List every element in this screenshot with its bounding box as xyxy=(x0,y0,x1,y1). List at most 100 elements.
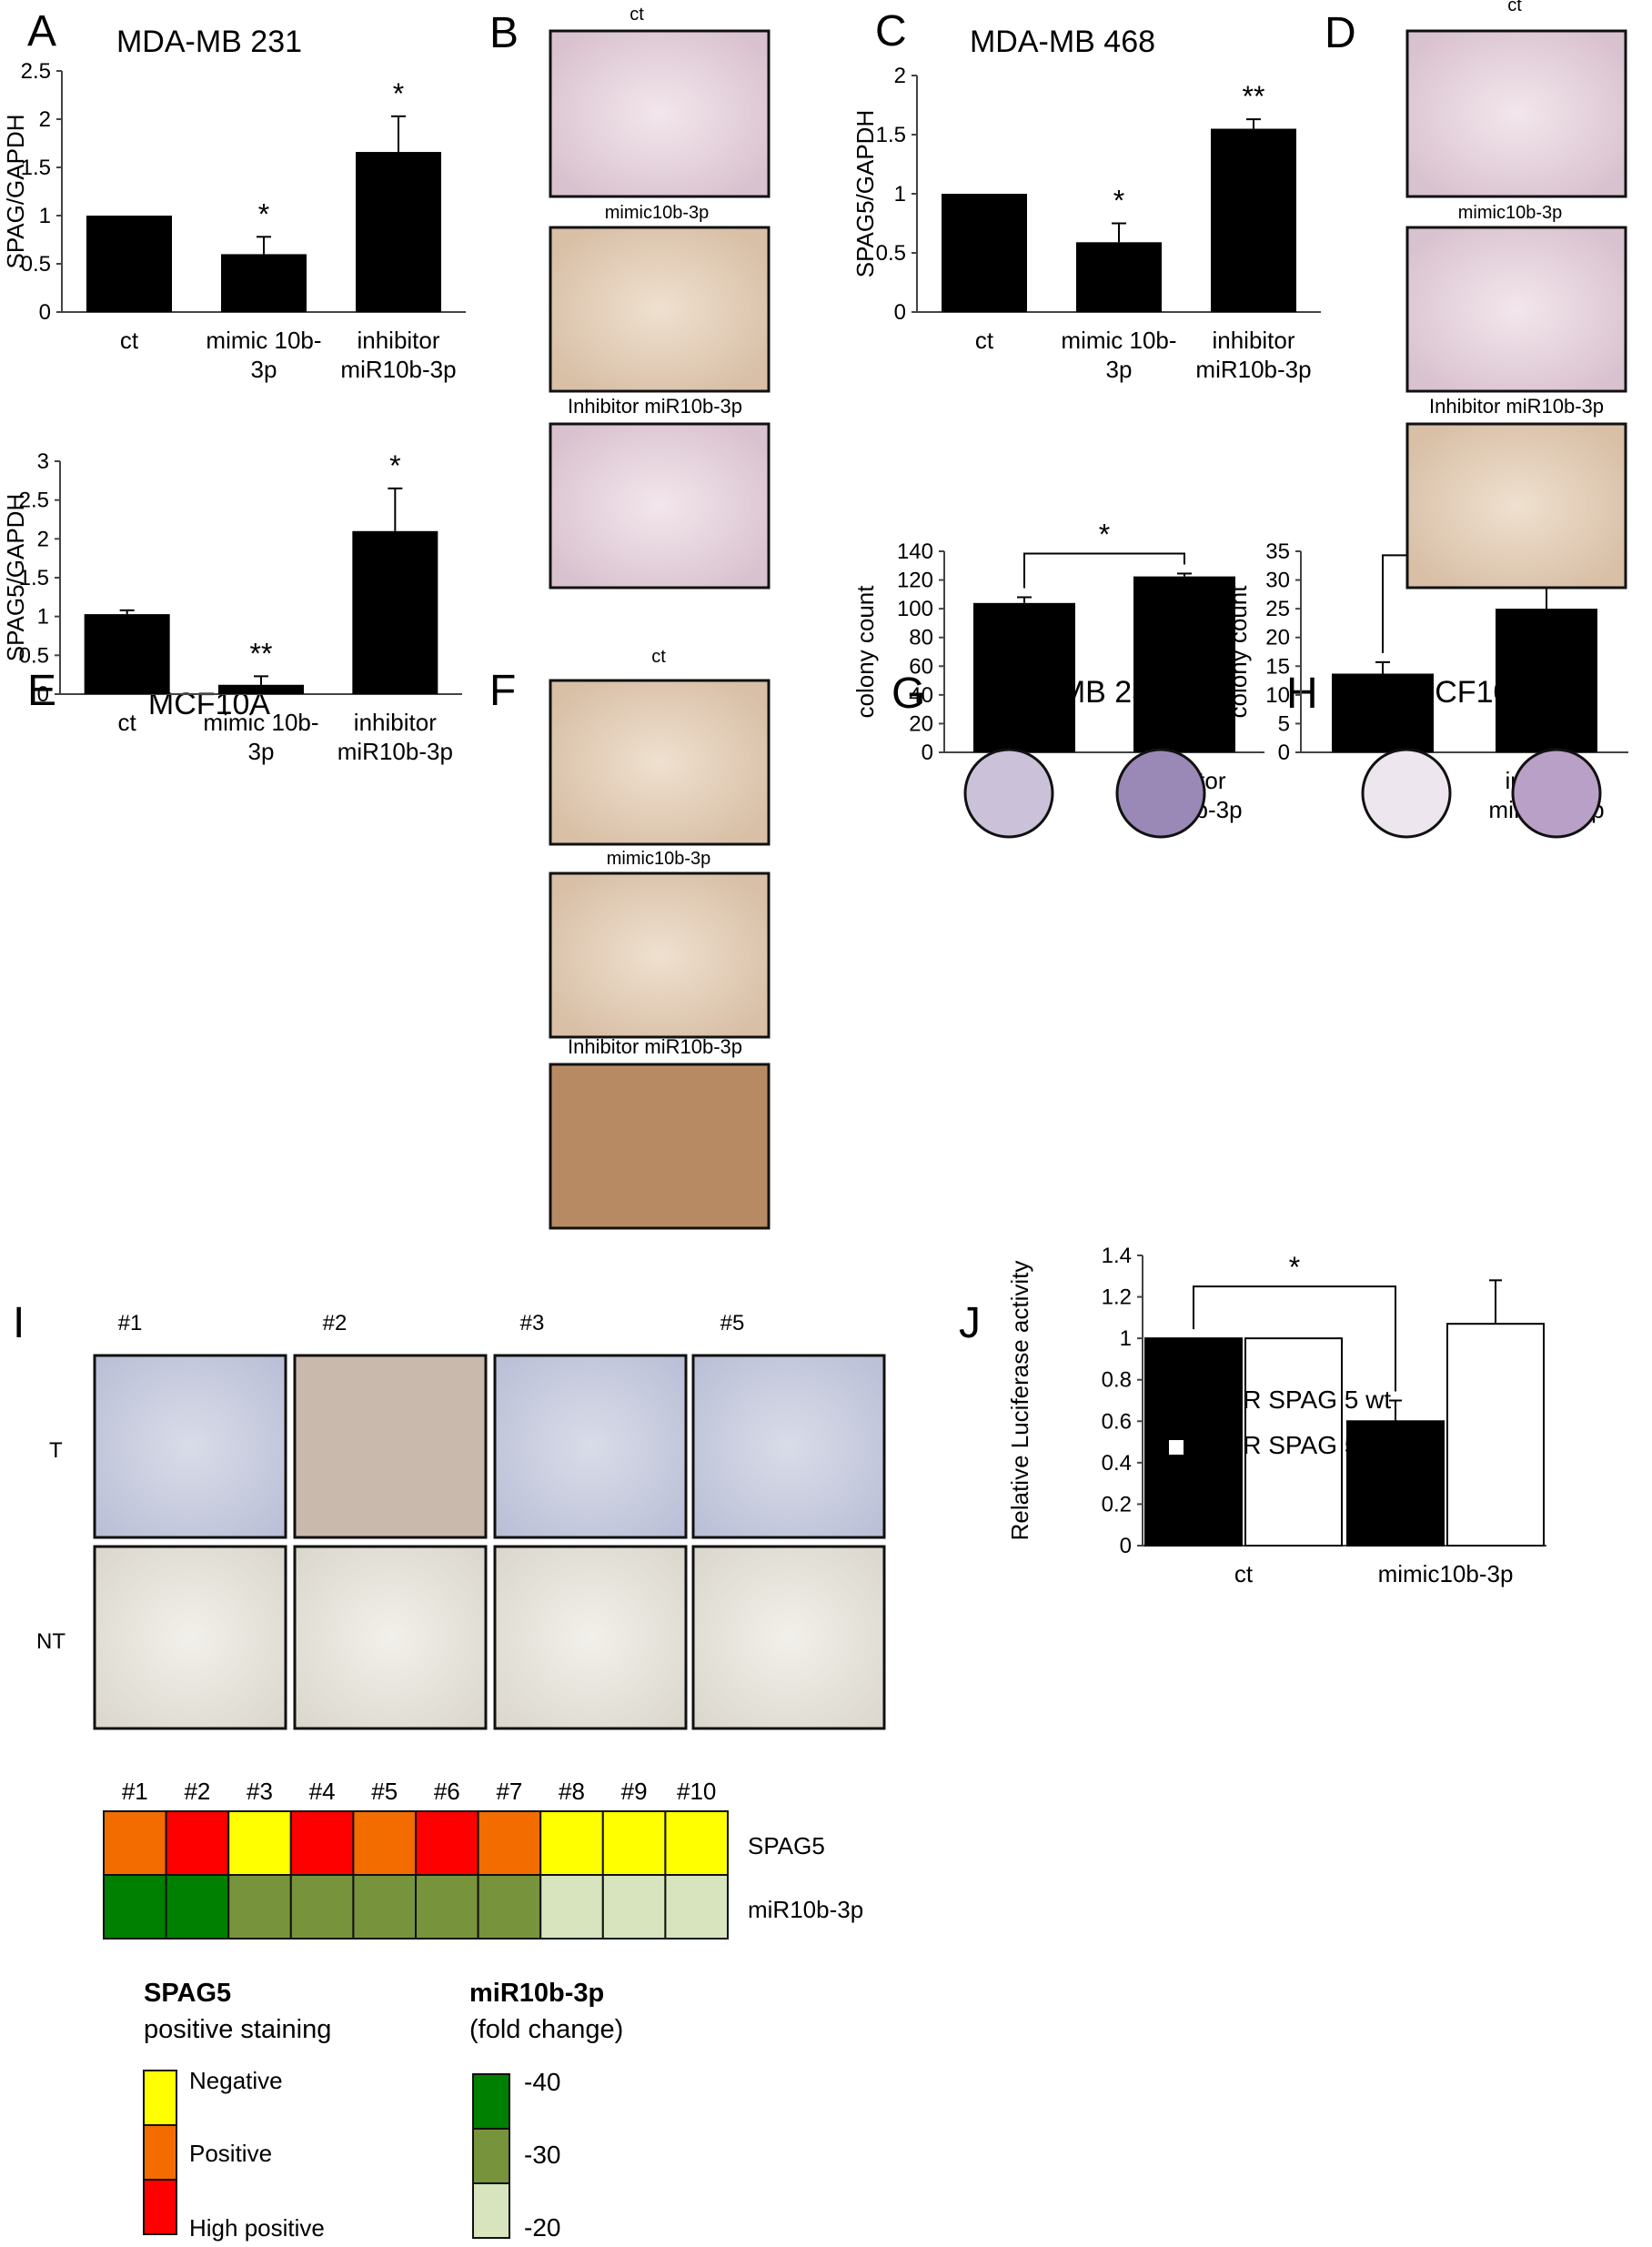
heatmap-row-label: miR10b-3p xyxy=(748,1896,863,1923)
significance-marker: * xyxy=(1113,185,1124,217)
bar xyxy=(1496,609,1597,752)
bar xyxy=(356,152,441,312)
legend-swatch xyxy=(1167,1393,1185,1411)
x-tick-label: miR10b-3p xyxy=(1195,356,1311,383)
significance-bracket xyxy=(1193,1285,1396,1392)
micrograph-caption: mimic10b-3p xyxy=(607,849,710,869)
y-tick-label: 3 xyxy=(37,449,49,474)
significance-marker: ** xyxy=(1243,80,1265,113)
ihc-row-label: NT xyxy=(36,1629,65,1654)
y-tick-label: 5 xyxy=(1278,711,1290,736)
ihc-image xyxy=(691,1545,886,1730)
heatmap-cell-mir xyxy=(227,1874,292,1940)
y-tick-label: 0 xyxy=(1120,1534,1132,1558)
y-tick-label: 0.4 xyxy=(1102,1451,1132,1476)
legend-label: -40 xyxy=(524,2068,560,2096)
legend-label: -20 xyxy=(524,2213,560,2242)
x-tick-label: ct xyxy=(1234,1560,1254,1587)
x-tick-label: inhibitor xyxy=(354,709,437,736)
ihc-case-label: #2 xyxy=(323,1311,348,1335)
heatmap-cell-mir xyxy=(601,1874,667,1940)
heatmap-cell-mir xyxy=(165,1874,230,1940)
x-tick-label: mimic 10b- xyxy=(1061,327,1176,354)
micrograph-caption: ct xyxy=(651,647,666,667)
bar xyxy=(1211,128,1296,312)
y-axis-label: Relative Luciferase activity xyxy=(1006,1261,1033,1541)
significance-marker: * xyxy=(258,197,269,230)
heatmap-cell-spag5 xyxy=(103,1810,167,1876)
y-tick-label: 1 xyxy=(39,204,51,228)
micrographs-b: ct mimic10b-3p Inhibitor miR10b-3p xyxy=(549,5,771,589)
micrograph-caption: ct xyxy=(1507,0,1522,15)
heatmap-case-label: #2 xyxy=(184,1778,210,1805)
y-tick-label: 2.5 xyxy=(21,59,51,84)
heatmap: #1 #2 #3 #4 #5 #6 #7 #8 #9 #10 SPAG5 miR10b-3p xyxy=(103,1778,863,1940)
heatmap-case-label: #5 xyxy=(371,1778,398,1805)
micrograph-image xyxy=(549,226,771,393)
bar xyxy=(86,216,172,312)
ihc-panel: #1 #2 #3 #5 T NT xyxy=(36,1311,886,1730)
bar xyxy=(1076,242,1162,312)
micrograph-image xyxy=(549,872,771,1039)
heatmap-case-label: #3 xyxy=(247,1778,273,1805)
heatmap-case-label: #9 xyxy=(621,1778,648,1805)
panel-letter-j: J xyxy=(959,1299,981,1347)
heatmap-cell-spag5 xyxy=(539,1810,604,1876)
y-tick-label: 15 xyxy=(1265,654,1290,679)
y-axis-label: SPAG5/GAPDH xyxy=(851,110,879,277)
panel-letter-d: D xyxy=(1325,9,1356,57)
ihc-image xyxy=(93,1545,287,1730)
heatmap-cell-mir xyxy=(352,1874,417,1940)
ihc-image xyxy=(293,1354,488,1539)
bar xyxy=(1144,1337,1243,1547)
heatmap-cell-mir xyxy=(664,1874,730,1940)
x-tick-label: ct xyxy=(975,327,994,354)
y-tick-label: 0 xyxy=(37,682,49,707)
y-axis-label: SPAG5/GAPDH xyxy=(2,494,29,661)
heatmap-cell-mir xyxy=(539,1874,604,1940)
y-tick-label: 120 xyxy=(897,569,933,593)
y-tick-label: 2 xyxy=(894,64,906,88)
x-tick-label: miR10b-3p xyxy=(337,738,453,765)
heatmap-case-label: #8 xyxy=(559,1778,585,1805)
x-tick-label: 3p xyxy=(248,738,275,765)
colony-dishes xyxy=(963,748,1602,839)
significance-marker: * xyxy=(393,77,404,110)
y-axis-label: colony count xyxy=(1224,585,1252,719)
chart-a: MDA-MB 231 0 0.5 1 1.5 2 2.5 SPAG/GAPDH * * ct mimi… xyxy=(2,25,466,383)
bar xyxy=(1133,576,1235,752)
legend-swatch-negative xyxy=(143,2070,177,2126)
y-tick-label: 1.2 xyxy=(1102,1285,1132,1310)
x-tick-label: inhibitor xyxy=(1212,327,1294,354)
significance-marker: ** xyxy=(250,637,273,670)
panel-letters: A B C D E F G H I J xyxy=(13,7,1356,1347)
legend-label: High positive xyxy=(189,2214,325,2242)
bar xyxy=(218,684,304,694)
y-tick-label: 2 xyxy=(37,527,49,551)
panel-letter-g: G xyxy=(891,670,925,718)
colony-dish-image xyxy=(963,748,1054,839)
panel-letter-f: F xyxy=(489,667,516,715)
ihc-image xyxy=(493,1545,688,1730)
y-tick-label: 140 xyxy=(897,539,933,564)
legend-spag5-title: SPAG5 xyxy=(144,1979,231,2008)
x-tick-label: inhibitor xyxy=(357,327,439,354)
legend-swatch xyxy=(1167,1438,1185,1456)
legend-mir-subtitle: (fold change) xyxy=(469,2015,623,2044)
x-tick-label: miR10b-3p xyxy=(340,356,456,383)
heatmap-cell-mir xyxy=(289,1874,355,1940)
y-axis-label: SPAG/GAPDH xyxy=(2,114,29,268)
heatmap-case-label: #1 xyxy=(122,1778,148,1805)
micrograph-image xyxy=(549,679,771,846)
y-tick-label: 35 xyxy=(1265,539,1290,564)
ihc-image xyxy=(293,1545,488,1730)
x-tick-label: 3p xyxy=(251,356,277,383)
legend-spag5-subtitle: positive staining xyxy=(144,2015,331,2044)
x-tick-label: mimic 10b- xyxy=(203,709,318,736)
y-tick-label: 60 xyxy=(909,654,933,679)
y-tick-label: 30 xyxy=(1265,569,1290,593)
micrograph-caption: Inhibitor miR10b-3p xyxy=(568,1035,742,1058)
x-tick-label: mimic 10b- xyxy=(206,327,321,354)
x-tick-label: 3p xyxy=(1106,356,1133,383)
